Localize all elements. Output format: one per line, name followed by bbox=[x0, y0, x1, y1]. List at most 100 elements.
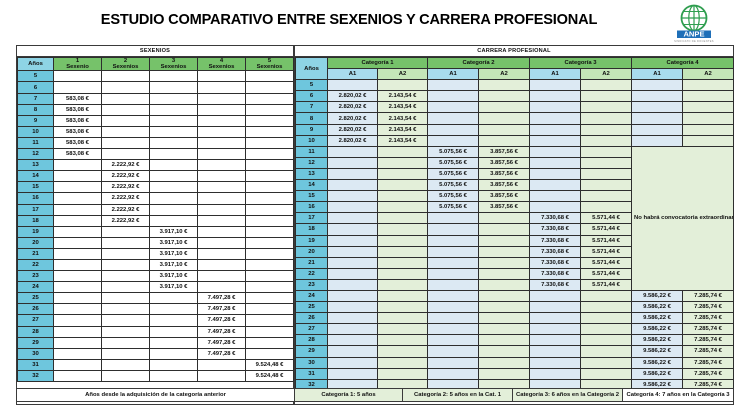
carrera-table-body: 5 6 2.820,02 €2.143,54 €7 2.820,02 €2.143,5… bbox=[295, 79, 734, 391]
sexenios-empty-cell bbox=[245, 159, 294, 172]
sexenios-amount-cell: 7.497,28 € bbox=[197, 303, 246, 316]
anpe-logo-globe-icon: ANPE SINDICATO DE DOCENTES bbox=[674, 4, 714, 43]
sexenios-empty-cell bbox=[101, 270, 150, 283]
sexenios-empty-cell bbox=[245, 148, 294, 161]
sexenios-amount-cell: 3.917,10 € bbox=[149, 247, 198, 260]
sexenios-empty-cell bbox=[197, 369, 246, 383]
table-row: 23 3.917,10 € bbox=[17, 270, 294, 283]
carrera-amount-cell: 5.571,44 € bbox=[580, 278, 632, 291]
carrera-empty-cell bbox=[478, 256, 530, 269]
carrera-amount-cell: 2.820,02 € bbox=[327, 112, 378, 125]
carrera-empty-cell bbox=[478, 345, 530, 358]
carrera-amount-cell: 9.586,22 € bbox=[631, 367, 683, 380]
sexenios-empty-cell bbox=[197, 92, 246, 105]
carrera-empty-cell bbox=[580, 179, 632, 192]
carrera-empty-cell bbox=[377, 156, 428, 169]
carrera-year-cell: 9 bbox=[295, 123, 328, 136]
sexenios-empty-cell bbox=[53, 281, 102, 294]
carrera-empty-cell bbox=[478, 312, 530, 325]
carrera-profesional-panel: CARRERA PROFESIONAL Años Categoría 1 Cat… bbox=[295, 46, 734, 404]
carrera-empty-cell bbox=[580, 367, 632, 380]
sexenios-amount-cell: 583,08 € bbox=[53, 103, 102, 116]
carrera-year-cell: 5 bbox=[295, 79, 328, 92]
sexenios-empty-cell bbox=[101, 292, 150, 305]
carrera-empty-cell bbox=[327, 345, 378, 358]
carrera-year-cell: 21 bbox=[295, 256, 328, 269]
sexenios-empty-cell bbox=[149, 358, 198, 371]
sexenios-empty-cell bbox=[245, 70, 294, 83]
sexenios-empty-cell bbox=[149, 336, 198, 349]
table-row: 32 9.524,48 € bbox=[17, 369, 294, 383]
sexenios-year-cell: 28 bbox=[17, 325, 54, 338]
carrera-empty-cell bbox=[682, 134, 734, 147]
carrera-empty-cell bbox=[377, 167, 428, 181]
table-row: 6 2.820,02 €2.143,54 € bbox=[295, 90, 734, 103]
carrera-amount-cell: 9.586,22 € bbox=[631, 312, 683, 325]
sexenios-empty-cell bbox=[197, 181, 246, 194]
carrera-empty-cell bbox=[427, 245, 479, 258]
table-row: 26 9.586,22 €7.285,74 € bbox=[295, 312, 734, 325]
carrera-empty-cell bbox=[529, 356, 581, 369]
carrera-empty-cell bbox=[631, 101, 683, 114]
table-row: 19 3.917,10 € bbox=[17, 225, 294, 238]
carrera-amount-cell: 5.571,44 € bbox=[580, 267, 632, 280]
carrera-empty-cell bbox=[580, 112, 632, 125]
sexenios-amount-cell: 3.917,10 € bbox=[149, 270, 198, 283]
table-row: 10 2.820,02 €2.143,54 € bbox=[295, 134, 734, 147]
sexenios-empty-cell bbox=[149, 136, 198, 150]
title-bar: ESTUDIO COMPARATIVO ENTRE SEXENIOS Y CAR… bbox=[0, 0, 750, 44]
sexenios-empty-cell bbox=[53, 159, 102, 172]
carrera-amount-cell: 5.075,56 € bbox=[427, 201, 479, 214]
sexenios-empty-cell bbox=[245, 314, 294, 327]
sexenios-year-cell: 20 bbox=[17, 236, 54, 249]
table-row: 8 2.820,02 €2.143,54 € bbox=[295, 112, 734, 125]
sexenios-year-cell: 26 bbox=[17, 303, 54, 316]
carrera-empty-cell bbox=[529, 123, 581, 136]
legend-cell: Categoría 3: 6 años en la Categoría 2 bbox=[513, 389, 623, 401]
sexenios-amount-cell: 2.222,92 € bbox=[101, 181, 150, 194]
table-row: 17 2.222,92 € bbox=[17, 203, 294, 216]
carrera-category-header-2: Categoría 2 bbox=[427, 56, 530, 70]
table-row: 21 3.917,10 € bbox=[17, 247, 294, 260]
carrera-subcategory-row: A1 A2 A1 A2 A1 A2 A1 A2 bbox=[296, 68, 734, 81]
carrera-amount-cell: 7.285,74 € bbox=[682, 334, 734, 347]
carrera-empty-cell bbox=[427, 134, 479, 147]
carrera-empty-cell bbox=[580, 190, 632, 203]
sexenios-empty-cell bbox=[149, 125, 198, 138]
sexenios-empty-cell bbox=[149, 181, 198, 194]
carrera-amount-cell: 3.857,56 € bbox=[478, 167, 530, 181]
carrera-year-cell: 12 bbox=[295, 156, 328, 169]
carrera-empty-cell bbox=[682, 123, 734, 136]
table-row: 13 2.222,92 € bbox=[17, 159, 294, 172]
sexenios-year-cell: 24 bbox=[17, 281, 54, 294]
table-row: 9 583,08 € bbox=[17, 114, 294, 127]
sexenios-empty-cell bbox=[197, 203, 246, 216]
table-row: 22 3.917,10 € bbox=[17, 258, 294, 272]
carrera-amount-cell: 2.143,54 € bbox=[377, 134, 428, 147]
sexenios-year-cell: 9 bbox=[17, 114, 54, 127]
sexenios-empty-cell bbox=[101, 347, 150, 360]
sexenios-empty-cell bbox=[197, 358, 246, 371]
carrera-cat1-a2-header: A2 bbox=[377, 68, 428, 81]
sexenios-col-header-3: 3 Sexenios bbox=[149, 56, 198, 72]
sexenios-col-4-unit: Sexenios bbox=[208, 64, 235, 71]
table-row: 27 7.497,28 € bbox=[17, 314, 294, 327]
sexenios-empty-cell bbox=[53, 314, 102, 327]
sexenios-year-cell: 16 bbox=[17, 192, 54, 205]
sexenios-empty-cell bbox=[149, 103, 198, 116]
sexenios-empty-cell bbox=[53, 214, 102, 227]
no-extraordinary-call-note: No habrá convocatoria extraordinaria (se… bbox=[631, 145, 734, 291]
sexenios-amount-cell: 7.497,28 € bbox=[197, 325, 246, 338]
sexenios-col-5-number: 5 bbox=[267, 58, 272, 64]
carrera-year-cell: 19 bbox=[295, 234, 328, 247]
sexenios-empty-cell bbox=[149, 81, 198, 94]
carrera-amount-cell: 7.330,68 € bbox=[529, 245, 581, 258]
carrera-cat4-a2-header: A2 bbox=[682, 68, 734, 81]
sexenios-empty-cell bbox=[245, 247, 294, 260]
carrera-empty-cell bbox=[631, 123, 683, 136]
carrera-amount-cell: 7.330,68 € bbox=[529, 212, 581, 225]
sexenios-empty-cell bbox=[101, 236, 150, 249]
carrera-empty-cell bbox=[327, 256, 378, 269]
carrera-amount-cell: 3.857,56 € bbox=[478, 179, 530, 192]
